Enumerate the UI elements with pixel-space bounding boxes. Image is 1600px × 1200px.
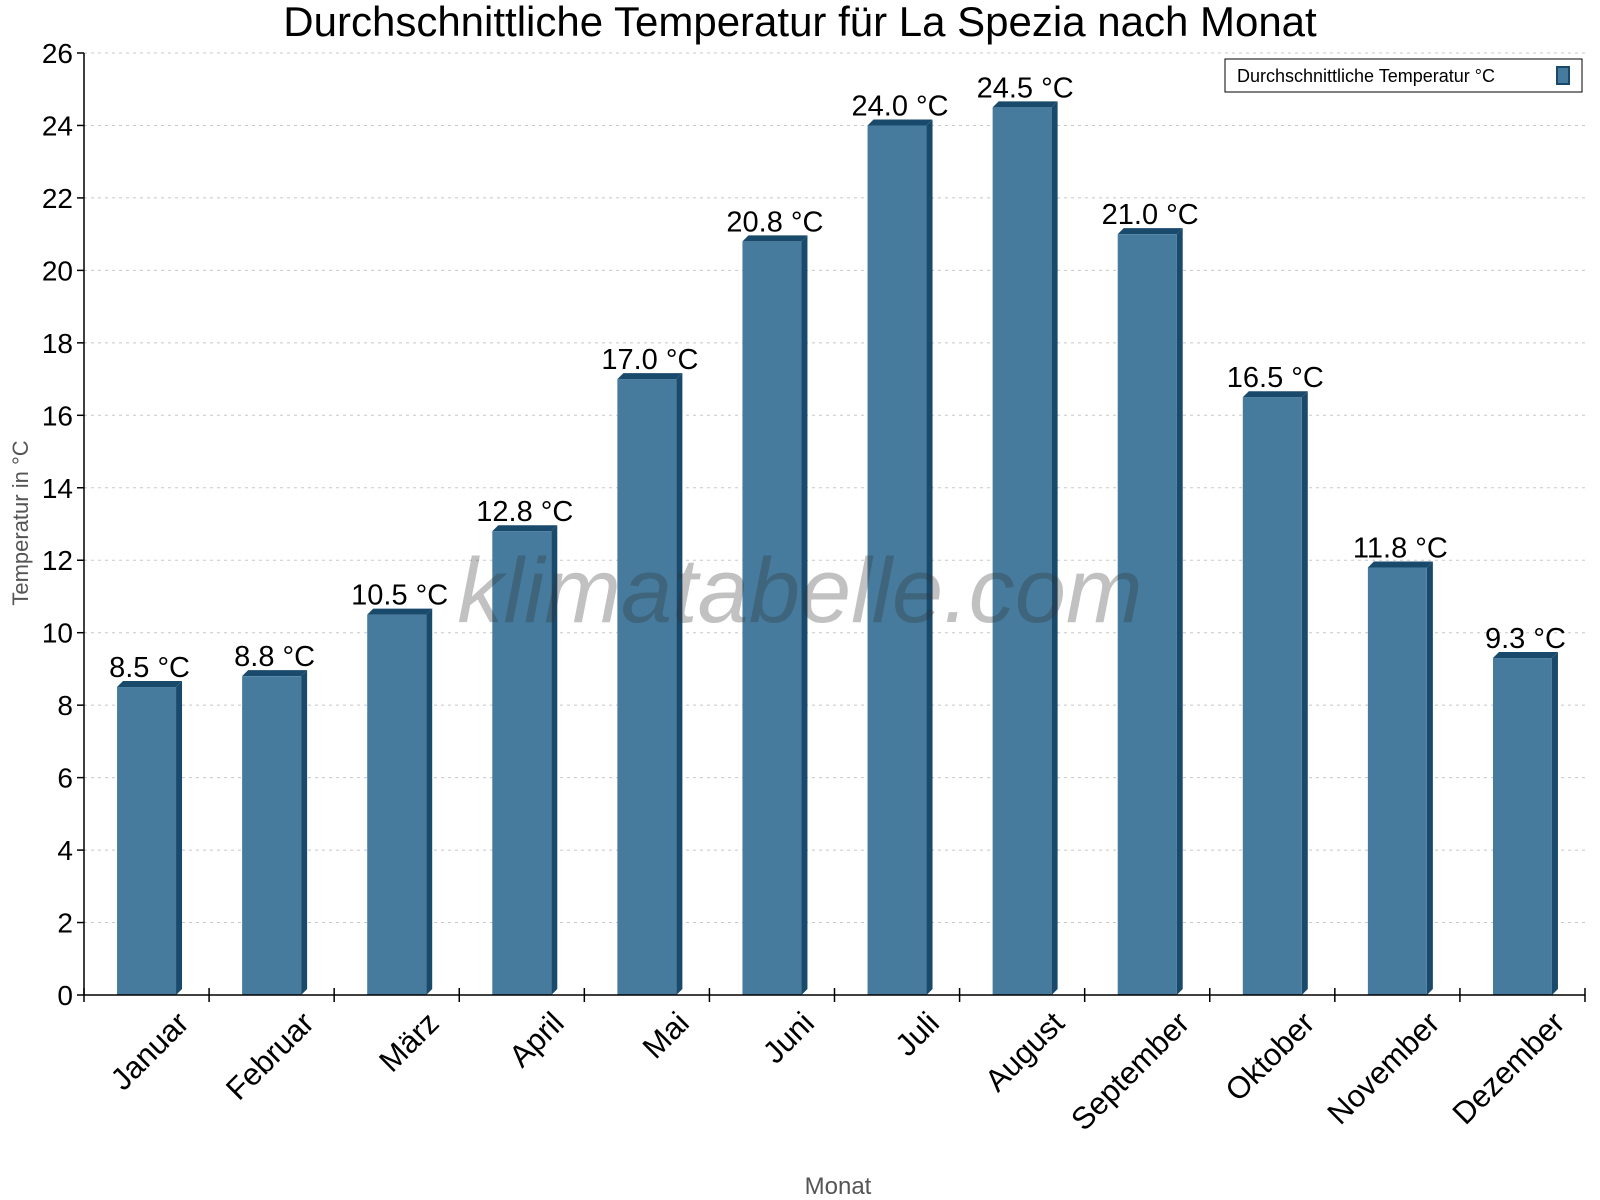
data-label: 16.5 °C (1227, 362, 1324, 394)
bar-top (1117, 228, 1183, 235)
data-label: 10.5 °C (351, 580, 448, 612)
y-tick-label: 22 (42, 183, 73, 214)
x-tick-label: November (1320, 1005, 1446, 1131)
y-tick-label: 6 (57, 763, 73, 794)
legend: Durchschnittliche Temperatur °C (1224, 58, 1583, 93)
bar-side (801, 235, 808, 995)
bar-top (992, 101, 1058, 108)
data-label: 24.5 °C (977, 72, 1074, 104)
data-label: 8.8 °C (234, 641, 315, 673)
y-axis-label: Temperatur in °C (8, 440, 33, 605)
bar-side (1176, 228, 1183, 996)
y-tick-label: 24 (42, 110, 73, 141)
bar-top (367, 608, 433, 615)
bar (992, 107, 1052, 996)
bar-side (301, 670, 308, 995)
bar (742, 241, 802, 995)
bar-side (176, 681, 183, 995)
bar-top (117, 681, 183, 688)
chart-title: Durchschnittliche Temperatur für La Spez… (283, 0, 1317, 45)
data-label: 8.5 °C (109, 652, 190, 684)
data-label: 12.8 °C (476, 496, 573, 528)
x-tick-label: Oktober (1219, 1005, 1322, 1108)
bar-top (617, 373, 683, 380)
x-axis-label: Monat (805, 1173, 872, 1200)
y-tick-label: 12 (42, 545, 73, 576)
bar (1117, 234, 1177, 996)
bar-group: 24.0 °C (852, 90, 949, 995)
x-tick-label: März (372, 1005, 445, 1078)
legend-label: Durchschnittliche Temperatur °C (1237, 66, 1495, 86)
bar-side (1426, 561, 1433, 995)
bar (867, 125, 927, 995)
x-tick-label: August (978, 1005, 1071, 1098)
bar-group: 9.3 °C (1485, 623, 1566, 995)
bar-group: 10.5 °C (351, 580, 448, 995)
bar-top (1367, 561, 1433, 568)
bar (117, 687, 177, 995)
bar (617, 379, 677, 996)
legend-swatch (1556, 66, 1570, 85)
bar-top (742, 235, 808, 242)
bar-top (1242, 391, 1308, 398)
bar-group: 8.8 °C (234, 641, 315, 995)
x-tick-label: Juni (756, 1005, 821, 1070)
bar-group: 20.8 °C (726, 206, 823, 995)
data-label: 24.0 °C (852, 90, 949, 122)
data-label: 11.8 °C (1353, 532, 1448, 564)
bar-side (676, 373, 683, 996)
y-tick-label: 26 (42, 38, 73, 69)
bar-side (926, 119, 933, 995)
y-tick-label: 20 (42, 255, 73, 286)
data-label: 21.0 °C (1102, 199, 1199, 231)
bar-group: 8.5 °C (109, 652, 190, 995)
y-tick-label: 4 (57, 835, 73, 866)
watermark: klimatabelle.com (457, 540, 1142, 642)
y-tick-label: 2 (57, 908, 73, 939)
bar (242, 676, 302, 995)
bar-side (1551, 652, 1558, 995)
bar-top (867, 119, 933, 126)
bar-group: 11.8 °C (1353, 532, 1448, 995)
bar (492, 531, 552, 995)
bar-side (551, 525, 558, 995)
bar-top (492, 525, 558, 532)
y-tick-label: 0 (57, 980, 73, 1011)
bar (1492, 658, 1552, 995)
y-tick-label: 8 (57, 690, 73, 721)
data-label: 20.8 °C (726, 206, 823, 238)
x-tick-label: September (1064, 1005, 1196, 1137)
x-tick-label: Dezember (1446, 1005, 1572, 1131)
bar-group: 12.8 °C (476, 496, 573, 995)
x-tick-label: Januar (104, 1005, 196, 1097)
bar-side (1301, 391, 1308, 995)
y-tick-label: 18 (42, 328, 73, 359)
data-label: 9.3 °C (1485, 623, 1566, 655)
legend-box (1224, 58, 1583, 93)
bars: 8.5 °C 8.8 °C 10.5 °C 12.8 °C 17.0 °C 20.8 °C… (109, 72, 1566, 996)
x-tick-label: Juli (888, 1005, 946, 1063)
gridlines (84, 52, 1585, 924)
bar (1242, 397, 1302, 995)
bar-group: 16.5 °C (1227, 362, 1324, 995)
bar-top (242, 670, 308, 677)
data-label: 17.0 °C (601, 344, 698, 376)
bar (367, 614, 427, 995)
bar-group: 24.5 °C (977, 72, 1074, 996)
y-tick-label: 14 (42, 473, 73, 504)
x-tick-label: Mai (636, 1005, 696, 1065)
bar-side (1051, 101, 1058, 996)
y-tick-label: 10 (42, 618, 73, 649)
bar (1367, 567, 1427, 995)
x-tick-label: Februar (219, 1005, 321, 1107)
x-tick-label: April (502, 1005, 571, 1074)
bar-top (1492, 652, 1558, 659)
bar-group: 21.0 °C (1102, 199, 1199, 996)
y-tick-label: 16 (42, 400, 73, 431)
bar-group: 17.0 °C (601, 344, 698, 996)
bar-side (426, 608, 433, 995)
